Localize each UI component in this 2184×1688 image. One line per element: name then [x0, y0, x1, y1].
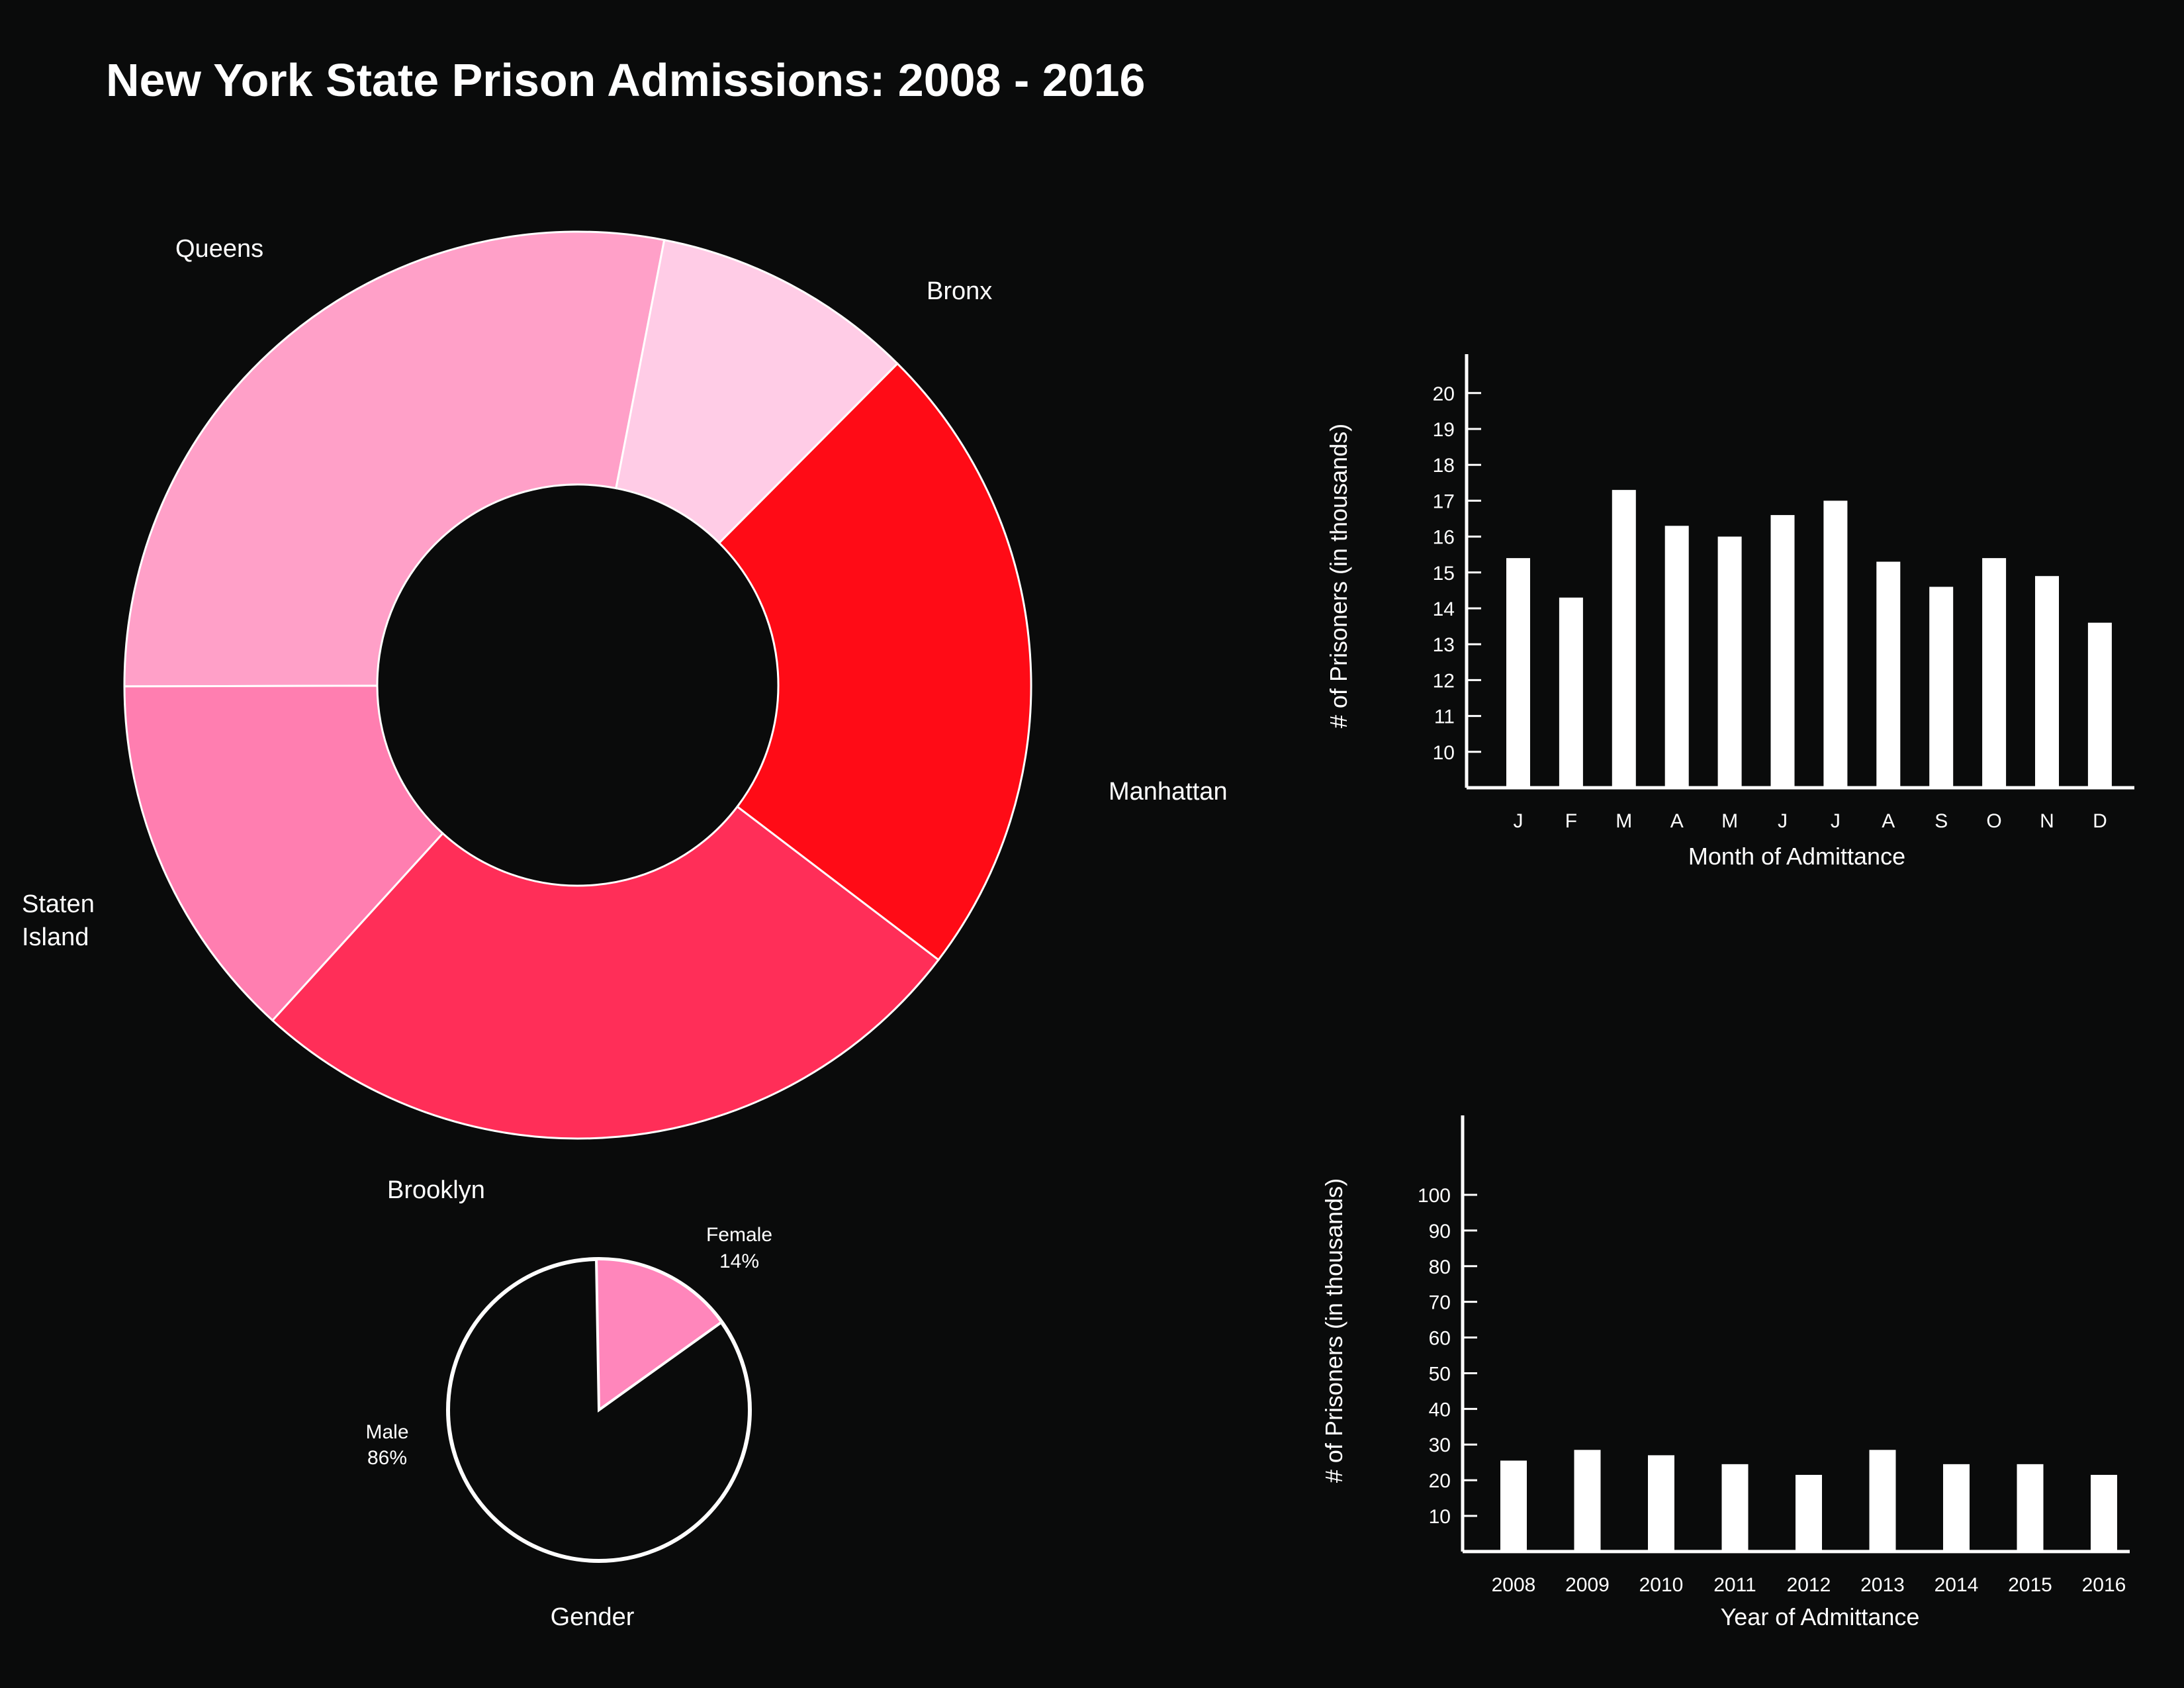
x-tick-label: 2010: [1639, 1574, 1684, 1596]
x-tick-label: A: [1670, 810, 1684, 832]
bar-2011-3: [1721, 1464, 1749, 1552]
bar-j-0: [1506, 558, 1530, 788]
x-tick-label: 2009: [1565, 1574, 1610, 1596]
x-axis-title: Year of Admittance: [1721, 1603, 1920, 1630]
bar-2009-1: [1574, 1450, 1601, 1552]
y-tick-label: 90: [1429, 1221, 1451, 1243]
bar-2016-8: [2091, 1475, 2117, 1552]
bar-j-5: [1770, 515, 1795, 788]
donut-label-bronx: Bronx: [927, 277, 992, 305]
donut-slice-queens: [123, 230, 666, 688]
bar-o-9: [1982, 558, 2007, 788]
gender-value-male: 86%: [367, 1447, 407, 1469]
y-tick-label: 20: [1429, 1470, 1451, 1492]
x-tick-label: S: [1934, 810, 1948, 832]
donut-label-manhattan: Manhattan: [1109, 778, 1228, 806]
donut-slice-bronx: [123, 684, 445, 1022]
gender-chart-title: Gender: [551, 1603, 635, 1631]
bar-2008-0: [1500, 1460, 1527, 1552]
x-tick-label: M: [1721, 810, 1738, 832]
gender-pie-chart: Female 14% Male 86% Gender: [365, 1224, 772, 1631]
donut-slice-staten-island: [615, 238, 899, 545]
y-tick-label: 14: [1433, 598, 1455, 620]
y-tick-label: 60: [1429, 1328, 1451, 1350]
x-tick-label: 2013: [1860, 1574, 1905, 1596]
y-tick-label: 11: [1434, 706, 1455, 728]
y-tick-label: 100: [1418, 1185, 1451, 1207]
y-axis-title: # of Prisoners (in thousands): [1325, 424, 1352, 728]
bar-n-10: [2035, 576, 2059, 788]
gender-value-female: 14%: [719, 1250, 759, 1272]
donut-label-queens: Queens: [175, 235, 263, 263]
bar-d-11: [2087, 622, 2112, 788]
x-tick-label: J: [1831, 810, 1841, 832]
bar-2015-7: [2017, 1464, 2044, 1552]
gender-slice-female: [594, 1258, 724, 1413]
y-tick-label: 40: [1429, 1399, 1451, 1421]
x-tick-label: J: [1514, 810, 1524, 832]
x-tick-label: 2012: [1787, 1574, 1831, 1596]
x-tick-label: D: [2093, 810, 2107, 832]
y-tick-label: 18: [1433, 455, 1455, 477]
bar-2012-4: [1796, 1475, 1822, 1552]
y-axis-title: # of Prisoners (in thousands): [1320, 1178, 1347, 1483]
borough-donut-chart: Queens Bronx Manhattan Brooklyn Staten Island: [22, 230, 1228, 1204]
y-tick-label: 70: [1429, 1292, 1451, 1314]
x-tick-label: M: [1615, 810, 1632, 832]
donut-slice-brooklyn: [717, 362, 1032, 962]
x-tick-label: 2016: [2082, 1574, 2126, 1596]
gender-label-male: Male: [365, 1421, 408, 1443]
y-tick-label: 13: [1433, 634, 1455, 656]
gender-label-female: Female: [706, 1224, 772, 1246]
x-tick-label: 2008: [1492, 1574, 1536, 1596]
x-tick-label: F: [1565, 810, 1577, 832]
bar-m-2: [1612, 490, 1636, 788]
bar-m-4: [1717, 536, 1742, 788]
bar-j-6: [1823, 500, 1848, 788]
y-tick-label: 19: [1433, 419, 1455, 441]
bar-a-3: [1664, 526, 1689, 788]
x-tick-label: 2015: [2008, 1574, 2052, 1596]
y-tick-label: 10: [1429, 1506, 1451, 1528]
donut-label-staten-island: Staten Island: [22, 890, 95, 951]
x-tick-label: A: [1882, 810, 1895, 832]
donut-slice-manhattan: [271, 805, 940, 1140]
bar-a-7: [1876, 561, 1901, 788]
y-tick-label: 80: [1429, 1256, 1451, 1278]
bar-2010-2: [1648, 1455, 1674, 1552]
bar-2013-5: [1869, 1450, 1896, 1552]
y-tick-label: 16: [1433, 527, 1455, 549]
bar-s-8: [1929, 586, 1954, 788]
monthly-bar-chart: 10 11 12 13 14 15 16 17 18 19 20 J F M A M J J A S O N D Month …: [1325, 354, 2134, 870]
bar-f-1: [1559, 597, 1583, 788]
y-tick-label: 30: [1429, 1434, 1451, 1456]
y-tick-label: 50: [1429, 1363, 1451, 1385]
y-tick-label: 12: [1433, 670, 1455, 692]
x-tick-label: O: [1986, 810, 2001, 832]
page-title: New York State Prison Admissions: 2008 -…: [106, 54, 1145, 106]
donut-label-brooklyn: Brooklyn: [387, 1176, 485, 1204]
x-tick-label: 2014: [1934, 1574, 1979, 1596]
x-tick-label: N: [2040, 810, 2054, 832]
x-axis-title: Month of Admittance: [1688, 843, 1905, 870]
x-tick-label: J: [1778, 810, 1788, 832]
y-tick-label: 10: [1433, 742, 1455, 764]
y-tick-label: 17: [1433, 491, 1455, 512]
yearly-bar-chart: 10 20 30 40 50 60 70 80 90 100 2008 2009 2010 2011 201…: [1320, 1115, 2130, 1630]
x-tick-label: 2011: [1713, 1574, 1756, 1596]
y-tick-label: 15: [1433, 563, 1455, 585]
y-tick-label: 20: [1433, 383, 1455, 405]
bar-2014-6: [1943, 1464, 1970, 1552]
